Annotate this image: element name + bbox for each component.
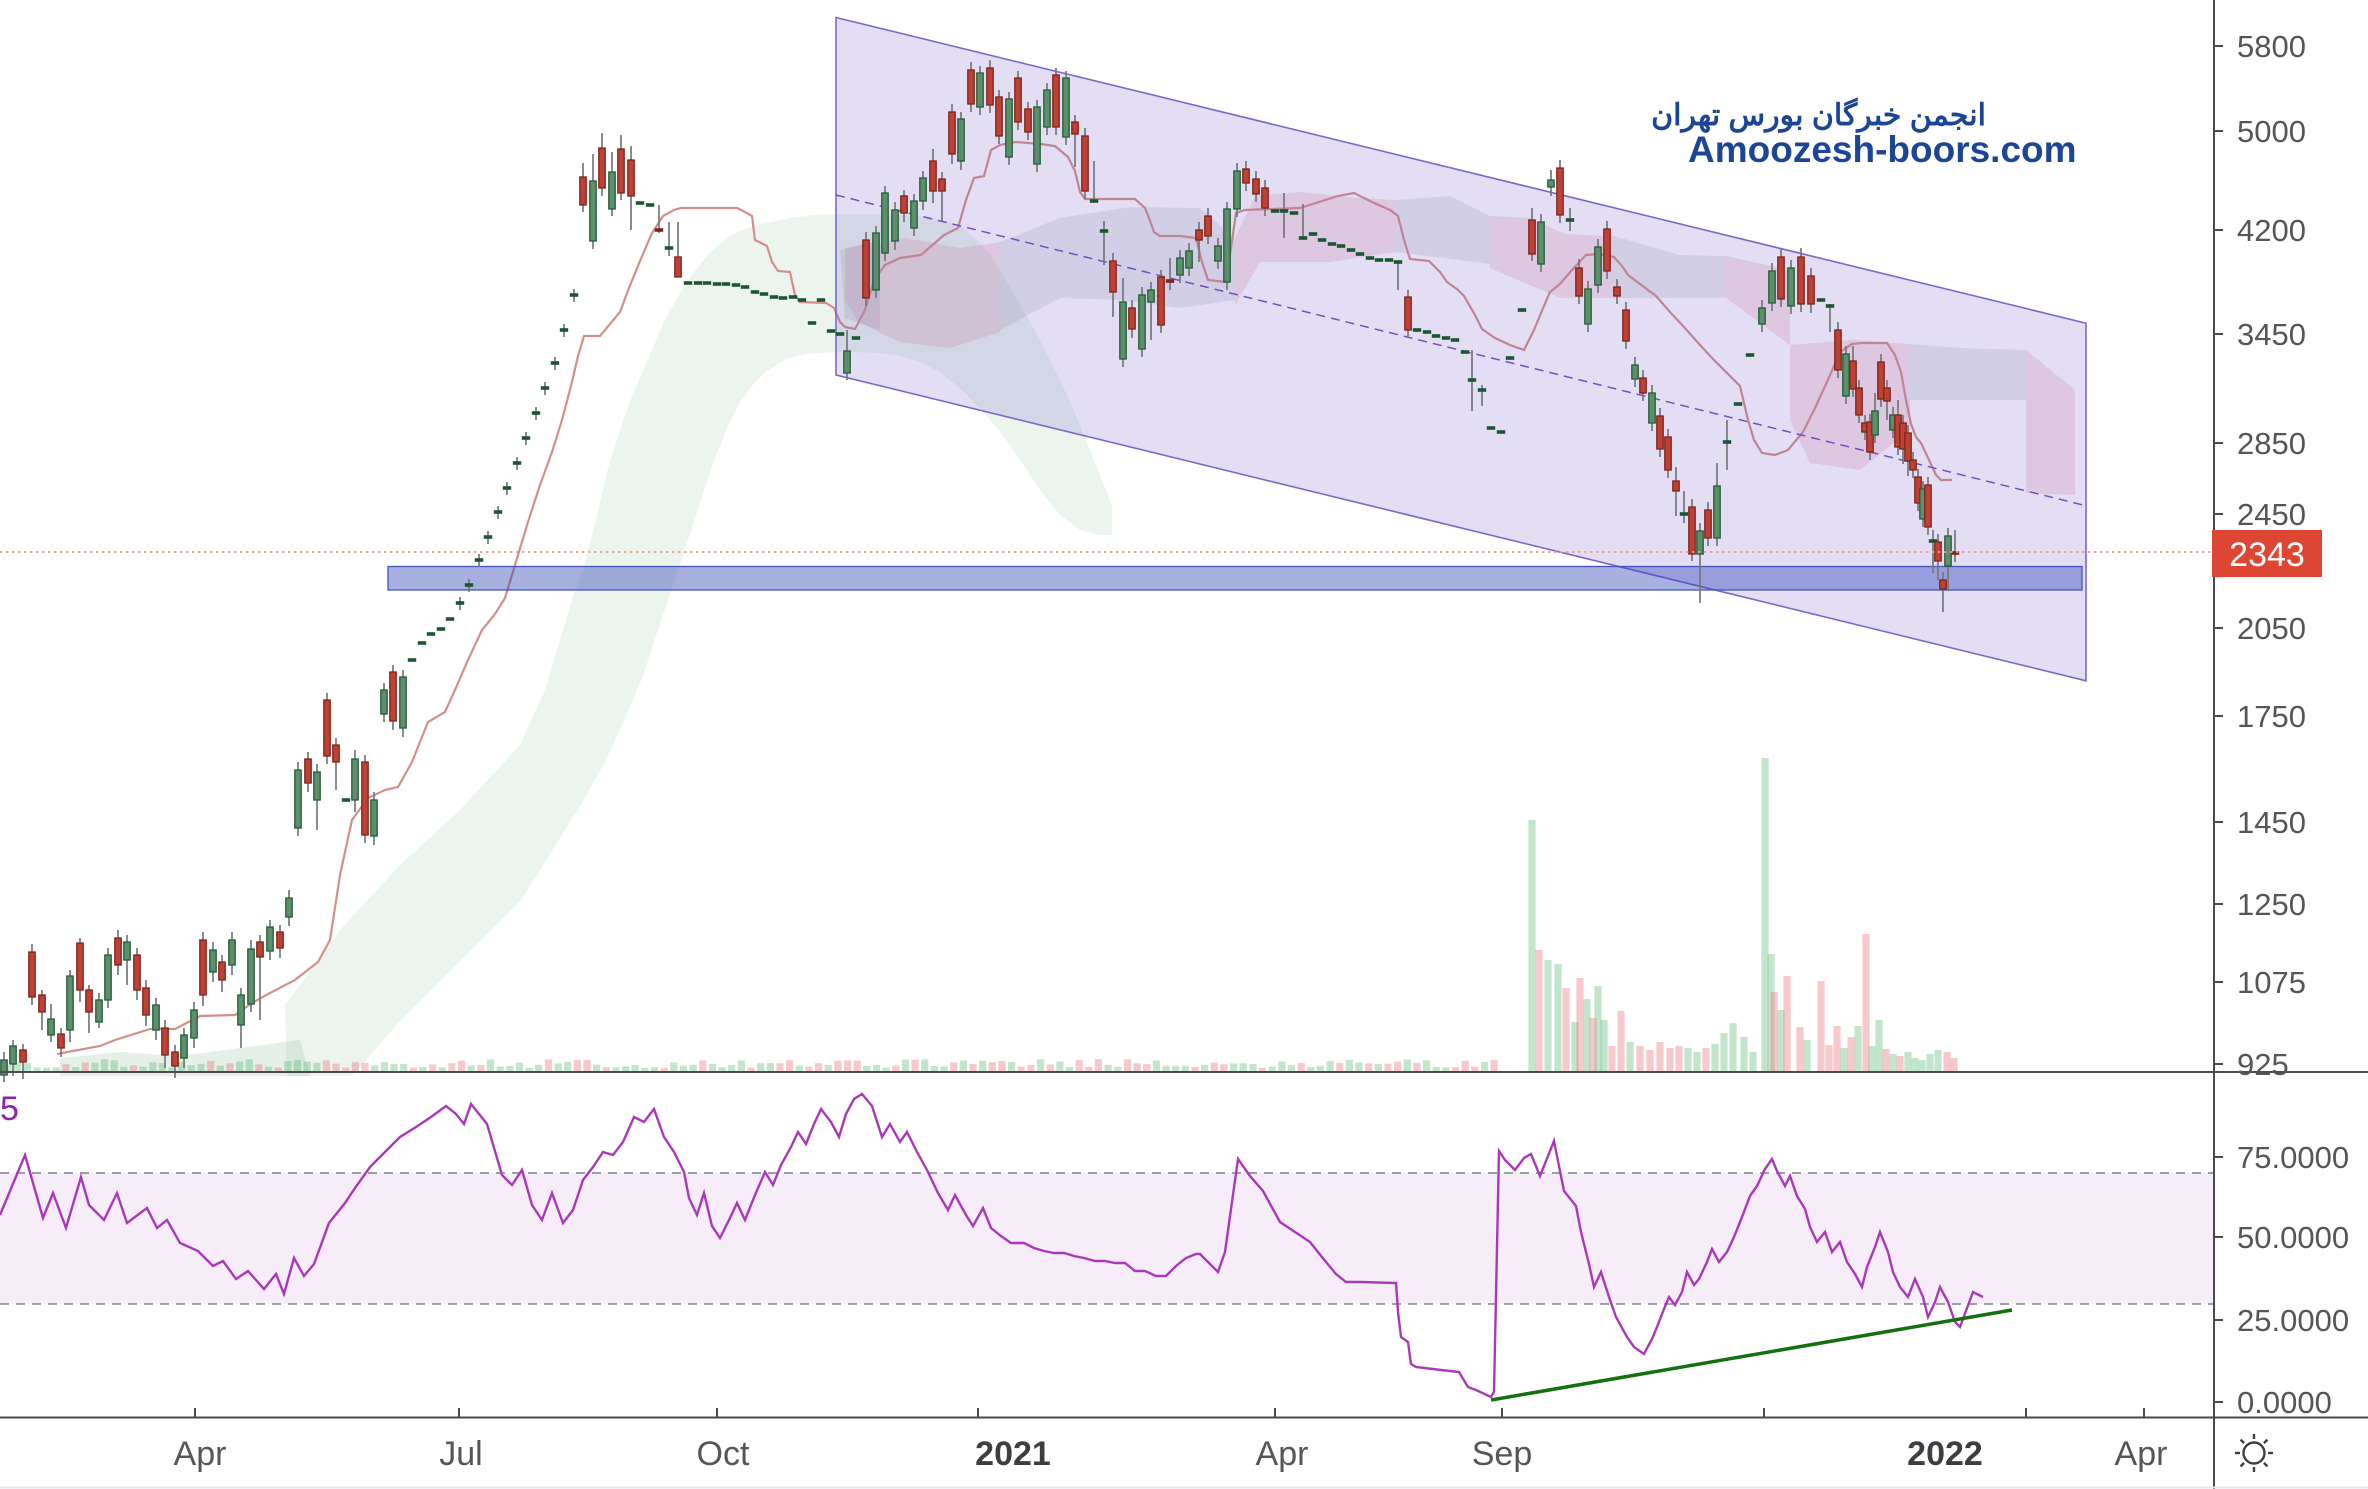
svg-text:0.0000: 0.0000	[2237, 1385, 2332, 1420]
svg-text:5800: 5800	[2237, 29, 2306, 64]
svg-text:4200: 4200	[2237, 213, 2306, 248]
svg-text:25.0000: 25.0000	[2237, 1303, 2349, 1338]
svg-text:5: 5	[0, 1090, 19, 1128]
svg-text:1075: 1075	[2237, 965, 2306, 1000]
svg-text:3450: 3450	[2237, 317, 2306, 352]
svg-text:2450: 2450	[2237, 497, 2306, 532]
svg-text:75.0000: 75.0000	[2237, 1140, 2349, 1175]
svg-text:1450: 1450	[2237, 805, 2306, 840]
svg-text:Jul: Jul	[439, 1435, 482, 1473]
svg-text:2021: 2021	[975, 1435, 1051, 1473]
svg-text:5000: 5000	[2237, 114, 2306, 149]
svg-text:Sep: Sep	[1472, 1435, 1533, 1473]
svg-text:1750: 1750	[2237, 699, 2306, 734]
svg-text:50.0000: 50.0000	[2237, 1220, 2349, 1255]
svg-text:2022: 2022	[1907, 1435, 1983, 1473]
svg-text:2050: 2050	[2237, 611, 2306, 646]
svg-text:انجمن خبرگان بورس تهران: انجمن خبرگان بورس تهران	[1651, 97, 1986, 133]
svg-text:2343: 2343	[2229, 536, 2305, 574]
svg-text:Oct: Oct	[697, 1435, 750, 1473]
svg-text:Apr: Apr	[1256, 1435, 1309, 1473]
svg-text:Amoozesh-boors.com: Amoozesh-boors.com	[1688, 129, 2077, 170]
svg-text:Apr: Apr	[2115, 1435, 2168, 1473]
svg-text:Apr: Apr	[174, 1435, 227, 1473]
svg-text:925: 925	[2237, 1047, 2289, 1082]
svg-text:1250: 1250	[2237, 887, 2306, 922]
svg-text:2850: 2850	[2237, 426, 2306, 461]
